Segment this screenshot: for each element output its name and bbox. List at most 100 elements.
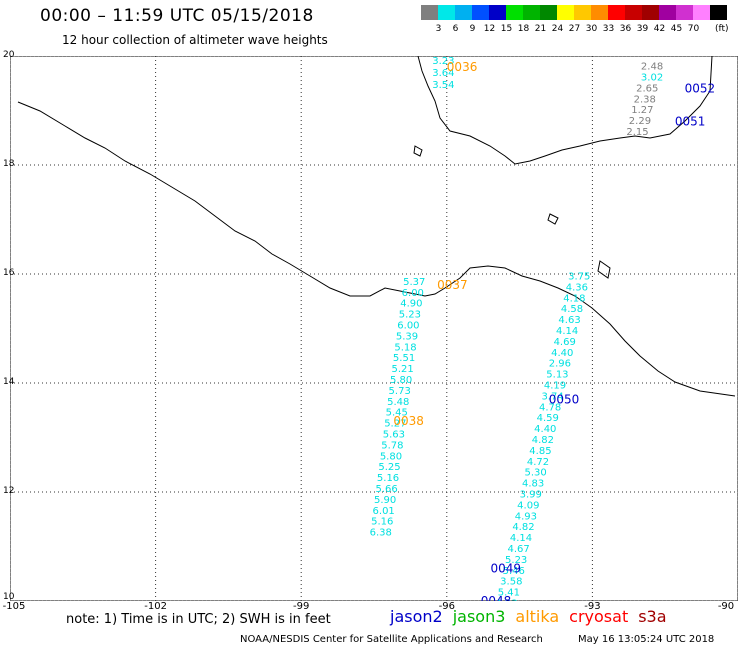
wave-height-value: 3.23 — [432, 56, 454, 67]
wave-height-value: 4.09 — [517, 500, 539, 511]
wave-height-value: 4.40 — [551, 348, 573, 359]
scale-swatch — [523, 5, 540, 20]
map-subtitle: 12 hour collection of altimeter wave hei… — [62, 33, 328, 47]
wave-height-value: 4.85 — [529, 446, 551, 457]
wave-height-values: 3.233.643.54 3.022.48 2.652.381.272.292.15… — [370, 56, 664, 601]
legend-cryosat: cryosat — [569, 607, 629, 626]
scale-label: 70 — [687, 24, 700, 34]
wave-height-value: 4.78 — [539, 402, 561, 413]
scale-swatch — [472, 5, 489, 20]
scale-label: 6 — [452, 24, 459, 34]
latitude-tick: 10 — [3, 592, 15, 602]
scale-swatch — [710, 5, 727, 20]
wave-height-value: 4.82 — [512, 522, 534, 533]
island-small-c — [597, 260, 611, 279]
wave-height-value: 4.63 — [558, 315, 580, 326]
credit-line: NOAA/NESDIS Center for Satellite Applica… — [240, 634, 543, 645]
wave-height-value: 2.65 — [636, 83, 658, 94]
scale-swatch — [625, 5, 642, 20]
coastline-mexico-pacific — [17, 101, 736, 397]
pass-time-label: 0051 — [675, 114, 706, 128]
wave-height-value: 5.30 — [524, 468, 546, 479]
wave-height-value: 5.39 — [396, 331, 418, 342]
wave-height-value: 3.75 — [568, 271, 590, 282]
wave-height-value: 5.13 — [546, 370, 568, 381]
legend-altika: altika — [515, 607, 560, 626]
wave-height-value: 4.40 — [534, 424, 556, 435]
scale-swatch — [455, 5, 472, 20]
scale-label: 15 — [500, 24, 513, 34]
wave-height-value: 3.74 — [541, 391, 563, 402]
scale-swatch — [489, 5, 506, 20]
scale-swatch — [591, 5, 608, 20]
wave-height-value: 5.18 — [394, 342, 416, 353]
longitude-tick: -105 — [2, 601, 26, 612]
scale-swatch — [421, 5, 438, 20]
wave-height-value: 4.19 — [544, 380, 566, 391]
generated-timestamp: May 16 13:05:24 UTC 2018 — [578, 634, 715, 645]
legend-s3a: s3a — [638, 607, 667, 626]
wave-height-value: 2.96 — [549, 359, 571, 370]
scale-swatch — [574, 5, 591, 20]
wave-height-value: 3.99 — [520, 489, 542, 500]
wave-height-value: 4.53 — [495, 598, 517, 601]
wave-height-value: 3.02 — [641, 73, 663, 84]
scale-swatch — [557, 5, 574, 20]
coastline-gulf — [417, 56, 713, 165]
pass-time-label: 0037 — [437, 278, 468, 292]
scale-label: 39 — [636, 24, 649, 34]
wave-height-value: 5.45 — [386, 408, 408, 419]
wave-height-value: 5.46 — [503, 566, 525, 577]
scale-unit: (ft) — [715, 24, 729, 34]
scale-label: 18 — [517, 24, 530, 34]
wave-height-value: 5.23 — [505, 555, 527, 566]
map-title: 00:00 – 11:59 UTC 05/15/2018 — [40, 6, 314, 26]
wave-height-value: 4.83 — [522, 479, 544, 490]
scale-label: 3 — [435, 24, 442, 34]
scale-label: 24 — [551, 24, 564, 34]
pass-time-label: 0038 — [393, 414, 424, 428]
wave-height-value: 4.59 — [537, 413, 559, 424]
wave-height-value: 5.78 — [381, 440, 403, 451]
wave-height-value: 6.00 — [397, 321, 419, 332]
wave-height-value: 5.80 — [380, 451, 402, 462]
longitude-tick: -90 — [717, 601, 735, 612]
pass-time-label: 0049 — [490, 561, 521, 575]
wave-height-value: 4.14 — [556, 326, 578, 337]
wave-height-value: 5.48 — [387, 397, 409, 408]
wave-height-value: 5.25 — [378, 462, 400, 473]
longitude-tick: -102 — [144, 601, 167, 612]
wave-height-value: 4.69 — [554, 337, 576, 348]
scale-swatch — [693, 5, 710, 20]
latitude-tick: 16 — [3, 268, 15, 278]
wave-height-value: 6.38 — [370, 528, 392, 539]
pass-time-label: 0048 — [481, 594, 512, 601]
wave-height-value: 5.21 — [391, 364, 413, 375]
scale-label: 45 — [670, 24, 683, 34]
wave-height-value: 4.90 — [400, 299, 422, 310]
wave-height-value: 5.66 — [375, 484, 397, 495]
longitude-tick: -93 — [584, 601, 601, 612]
scale-label: 42 — [653, 24, 666, 34]
wave-height-value: 5.51 — [393, 353, 415, 364]
pass-time-labels: 0036 0052 0051 0037 0038 0050 0049 0048 — [393, 60, 715, 601]
wave-height-value: 4.93 — [515, 511, 537, 522]
wave-height-value: 1.27 — [631, 105, 653, 116]
wave-height-value: 3.58 — [500, 577, 522, 588]
wave-height-value: 2.15 — [626, 127, 648, 138]
legend-jason3: jason3 — [452, 607, 506, 626]
wave-height-value: 6.01 — [373, 506, 395, 517]
lat-lon-grid — [10, 56, 738, 601]
longitude-tick: -99 — [293, 601, 310, 612]
scale-label: 27 — [568, 24, 581, 34]
wave-height-map: 3.233.643.54 3.022.48 2.652.381.272.292.15… — [10, 56, 738, 601]
longitude-tick: -96 — [438, 601, 455, 612]
latitude-tick: 18 — [3, 159, 15, 169]
wave-height-value: 3.64 — [432, 68, 454, 79]
wave-height-value: 2.29 — [629, 116, 651, 127]
pass-time-label: 0052 — [685, 82, 716, 96]
wave-height-value: 4.58 — [561, 304, 583, 315]
wave-height-value: 4.36 — [566, 282, 588, 293]
wave-height-value: 5.23 — [399, 310, 421, 321]
wave-height-value: 4.72 — [527, 457, 549, 468]
